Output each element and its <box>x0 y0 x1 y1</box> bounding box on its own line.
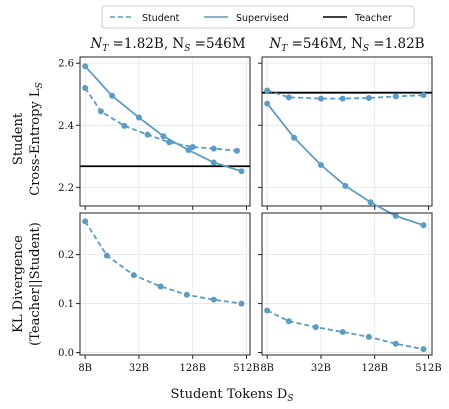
supervised-point <box>420 222 427 229</box>
student-point <box>82 85 89 92</box>
legend-frame <box>101 5 415 29</box>
supervised-line <box>84 65 242 173</box>
svg-text:(Teacher||Student): (Teacher||Student) <box>28 222 43 346</box>
row-label-bottom: KL Divergence (Teacher||Student) <box>11 222 43 346</box>
supervised-point <box>392 212 399 219</box>
svg-text:Cross-Entropy LS: Cross-Entropy LS <box>28 82 45 195</box>
student-point <box>264 307 271 314</box>
x-tick-label: 128B <box>180 363 206 374</box>
student-point <box>339 95 346 102</box>
panels: 2.22.42.60.00.10.28B 32B 128B 512B 8B 32B 128B… <box>58 56 442 374</box>
x-tick-label: 32B <box>311 363 331 374</box>
panel-0-1 <box>258 56 433 229</box>
column-title-right: NT =546M, NS =1.82B <box>268 36 424 54</box>
y-tick-label: 2.2 <box>58 183 74 194</box>
student-line <box>84 87 238 152</box>
panel-frame <box>79 56 251 207</box>
student-point <box>130 272 137 279</box>
supervised-point <box>210 159 217 166</box>
student-point <box>339 328 346 335</box>
svg-text:KL Divergence: KL Divergence <box>11 235 26 333</box>
student-point <box>189 144 196 151</box>
panel-frame <box>79 212 251 356</box>
student-point <box>233 147 240 154</box>
x-tick-label: 512B <box>233 363 259 374</box>
student-point <box>264 87 271 94</box>
student-point <box>97 108 104 115</box>
supervised-point <box>160 133 167 140</box>
student-line <box>84 220 242 305</box>
x-tick-label: 512B <box>415 363 441 374</box>
x-tick-label: 128B <box>362 363 388 374</box>
supervised-point <box>342 182 349 189</box>
panel-frame <box>261 56 433 207</box>
y-tick-label: 0.2 <box>58 250 74 261</box>
x-tick-label: 8B <box>78 363 92 374</box>
panel-1-1: 8B 32B 128B 512B <box>258 212 442 374</box>
panel-1-0: 0.0 0.1 0.2 8B 32B 128B 512B <box>58 212 260 374</box>
student-point <box>210 145 217 152</box>
student-point <box>392 340 399 347</box>
y-tick-label: 0.1 <box>58 299 74 310</box>
student-point <box>312 324 319 331</box>
y-tick-label: 0.0 <box>58 348 74 359</box>
supervised-line <box>266 103 424 227</box>
student-point <box>166 139 173 146</box>
column-title-left: NT =1.82B, NS =546M <box>89 36 245 54</box>
student-point <box>420 346 427 353</box>
y-tick-label: 2.4 <box>58 121 74 132</box>
student-point <box>183 291 190 298</box>
student-point <box>365 333 372 340</box>
legend-student-label: Student <box>142 13 180 24</box>
student-point <box>82 218 89 225</box>
x-tick-label: 32B <box>129 363 149 374</box>
supervised-point <box>264 100 271 107</box>
row-label-top: Student Cross-Entropy LS <box>11 82 45 195</box>
supervised-point <box>238 168 245 175</box>
x-tick-label: 8B <box>260 363 274 374</box>
student-point <box>238 300 245 307</box>
student-point <box>103 252 110 259</box>
student-point <box>285 94 292 101</box>
supervised-point <box>185 147 192 154</box>
student-point <box>392 93 399 100</box>
student-point <box>157 283 164 290</box>
supervised-point <box>82 63 89 70</box>
student-point <box>317 95 324 102</box>
x-axis-title: Student Tokens DS <box>170 387 293 404</box>
student-point <box>121 122 128 129</box>
legend-supervised-label: Supervised <box>236 13 289 24</box>
supervised-point <box>291 134 298 141</box>
svg-text:Student: Student <box>11 112 26 165</box>
panel-frame <box>261 212 433 356</box>
legend: Student Supervised Teacher <box>101 5 415 29</box>
supervised-point <box>109 92 116 99</box>
supervised-point <box>317 162 324 169</box>
student-point <box>144 131 151 138</box>
student-line <box>266 309 424 351</box>
student-point <box>420 92 427 99</box>
supervised-point <box>135 114 142 121</box>
student-point <box>285 318 292 325</box>
panel-0-0: 2.2 2.4 2.6 <box>58 56 251 210</box>
student-point <box>365 94 372 101</box>
student-point <box>210 296 217 303</box>
supervised-point <box>367 199 374 206</box>
legend-teacher-label: Teacher <box>354 13 392 24</box>
y-tick-label: 2.6 <box>58 59 74 70</box>
